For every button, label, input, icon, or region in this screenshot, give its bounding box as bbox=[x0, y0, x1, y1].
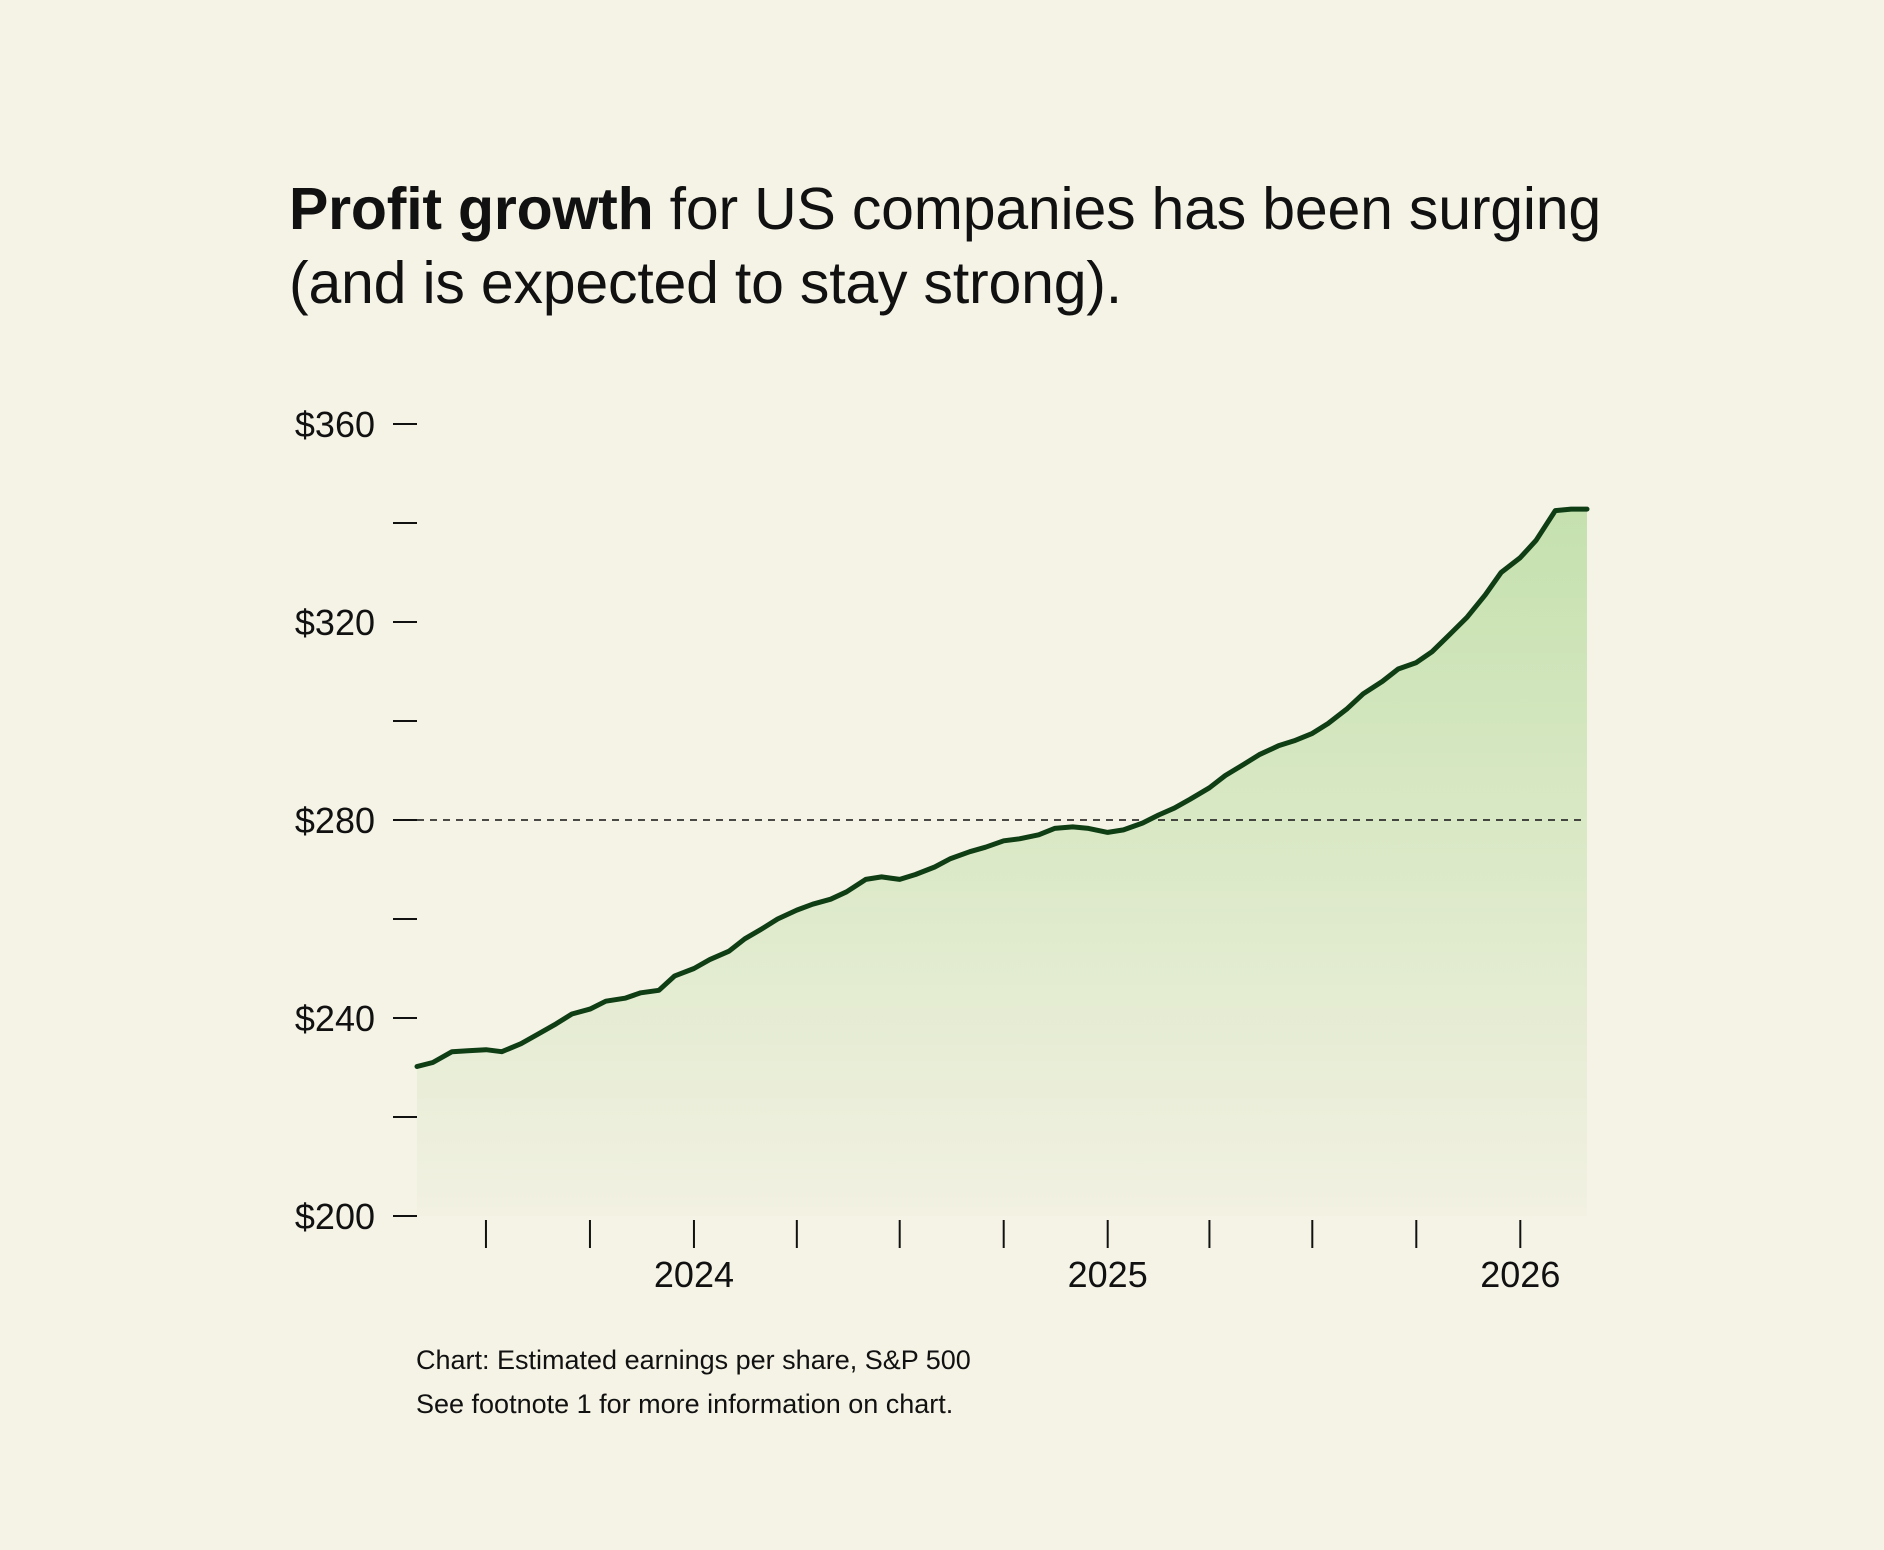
data-point-2025-10-01 bbox=[1414, 660, 1419, 665]
y-tick-label-360: $360 bbox=[295, 404, 375, 445]
data-point-2025-09-01 bbox=[1380, 679, 1385, 684]
data-point-2024-05-01 bbox=[828, 897, 833, 902]
y-tick-label-320: $320 bbox=[295, 602, 375, 643]
data-point-2025-06-15 bbox=[1292, 738, 1297, 743]
data-point-2025-01-15 bbox=[1121, 827, 1126, 832]
data-point-2025-04-15 bbox=[1223, 773, 1228, 778]
data-point-2026-02-01 bbox=[1553, 508, 1558, 513]
data-point-2024-02-15 bbox=[742, 936, 747, 941]
data-point-2024-12-01 bbox=[1070, 824, 1075, 829]
data-point-2023-07-01 bbox=[483, 1047, 488, 1052]
data-point-2024-05-15 bbox=[844, 889, 849, 894]
data-point-2025-01-01 bbox=[1105, 830, 1110, 835]
data-point-2024-10-15 bbox=[1017, 836, 1022, 841]
data-point-2023-12-15 bbox=[672, 973, 677, 978]
data-point-2023-05-15 bbox=[430, 1060, 435, 1065]
data-point-2023-11-01 bbox=[623, 996, 628, 1001]
data-point-2024-01-15 bbox=[707, 957, 712, 962]
y-tick-label-240: $240 bbox=[295, 998, 375, 1039]
eps-series-line bbox=[414, 506, 1590, 1069]
caption-line-footnote: See footnote 1 for more information on c… bbox=[416, 1389, 954, 1419]
y-tick-label-200: $200 bbox=[295, 1196, 375, 1237]
data-point-2024-11-15 bbox=[1052, 826, 1057, 831]
data-point-2026-01-15 bbox=[1534, 538, 1539, 543]
data-point-2024-11-01 bbox=[1036, 832, 1041, 837]
data-point-2023-10-15 bbox=[603, 999, 608, 1004]
area-fill bbox=[417, 509, 1587, 1217]
data-point-2025-05-15 bbox=[1257, 752, 1262, 757]
y-tick-label-280: $280 bbox=[295, 800, 375, 841]
data-point-2025-08-01 bbox=[1345, 706, 1350, 711]
y-axis: $200 $240 $280 $320 $360 bbox=[295, 404, 417, 1237]
data-point-2025-12-15 bbox=[1499, 570, 1504, 575]
data-point-2025-03-01 bbox=[1172, 806, 1177, 811]
data-point-2025-07-15 bbox=[1326, 721, 1331, 726]
data-point-2025-08-15 bbox=[1361, 691, 1366, 696]
data-point-2025-11-15 bbox=[1465, 615, 1470, 620]
x-tick-label-2025: 2025 bbox=[1068, 1254, 1148, 1295]
data-point-2025-07-01 bbox=[1310, 731, 1315, 736]
data-point-2024-06-15 bbox=[879, 874, 884, 879]
data-point-2024-02-01 bbox=[727, 949, 732, 954]
data-point-2025-12-01 bbox=[1483, 592, 1488, 597]
chart-title-bold: Profit growth bbox=[289, 176, 654, 242]
data-point-2024-12-15 bbox=[1086, 826, 1091, 831]
data-point-2024-03-01 bbox=[759, 926, 764, 931]
data-point-2023-09-01 bbox=[554, 1021, 559, 1026]
data-point-2023-10-01 bbox=[587, 1007, 592, 1012]
data-point-2024-09-15 bbox=[983, 845, 988, 850]
data-point-2024-08-15 bbox=[948, 856, 953, 861]
data-point-2025-09-15 bbox=[1396, 667, 1401, 672]
data-point-2024-01-01 bbox=[691, 966, 696, 971]
data-point-2024-06-01 bbox=[863, 877, 868, 882]
data-point-2025-03-15 bbox=[1188, 797, 1193, 802]
data-point-2025-11-01 bbox=[1449, 630, 1454, 635]
data-point-2024-03-15 bbox=[775, 917, 780, 922]
data-point-2025-04-01 bbox=[1207, 785, 1212, 790]
data-point-2023-08-15 bbox=[534, 1032, 539, 1037]
data-point-2026-03-01 bbox=[1585, 507, 1590, 512]
data-point-2023-09-15 bbox=[569, 1012, 574, 1017]
data-point-2025-02-01 bbox=[1140, 820, 1145, 825]
data-point-2023-06-15 bbox=[465, 1048, 470, 1053]
x-tick-label-2026: 2026 bbox=[1480, 1254, 1560, 1295]
data-point-2023-05-01 bbox=[415, 1064, 420, 1069]
data-point-2024-07-15 bbox=[913, 872, 918, 877]
data-point-2025-10-15 bbox=[1430, 649, 1435, 654]
data-point-2024-04-01 bbox=[794, 908, 799, 913]
data-point-2023-06-01 bbox=[450, 1049, 455, 1054]
chart-title-rest: for US companies has been surging (and i… bbox=[289, 176, 1602, 316]
data-point-2023-12-01 bbox=[656, 988, 661, 993]
data-point-2024-07-01 bbox=[897, 877, 902, 882]
data-point-2024-04-15 bbox=[810, 902, 815, 907]
x-tick-label-2024: 2024 bbox=[654, 1254, 734, 1295]
data-point-2025-02-15 bbox=[1156, 813, 1161, 818]
data-point-2024-10-01 bbox=[1001, 838, 1006, 843]
caption-line-source: Chart: Estimated earnings per share, S&P… bbox=[416, 1345, 971, 1375]
data-point-2023-08-01 bbox=[519, 1041, 524, 1046]
data-point-2024-09-01 bbox=[967, 849, 972, 854]
data-point-2023-11-15 bbox=[638, 990, 643, 995]
data-point-2026-02-15 bbox=[1569, 507, 1574, 512]
x-axis: 2024 2025 2026 bbox=[484, 1220, 1560, 1295]
data-point-2025-05-01 bbox=[1241, 762, 1246, 767]
chart-caption: Chart: Estimated earnings per share, S&P… bbox=[416, 1338, 971, 1426]
data-point-2023-07-15 bbox=[499, 1049, 504, 1054]
data-point-2025-06-01 bbox=[1276, 743, 1281, 748]
chart-title: Profit growth for US companies has been … bbox=[289, 172, 1609, 320]
data-point-2024-08-01 bbox=[932, 865, 937, 870]
data-point-2026-01-01 bbox=[1518, 555, 1523, 560]
